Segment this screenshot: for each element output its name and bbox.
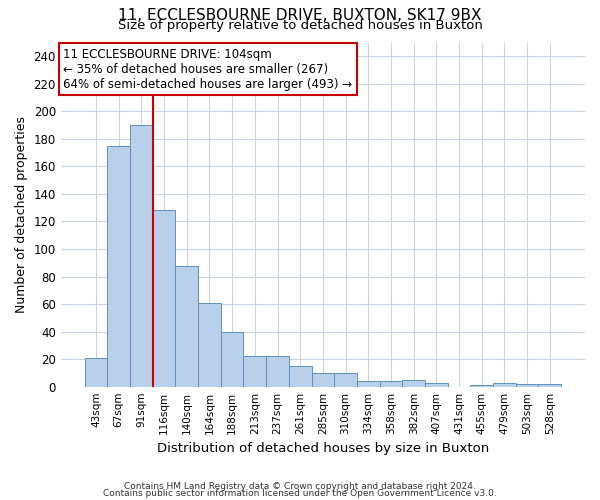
Bar	[107, 146, 130, 386]
Text: Size of property relative to detached houses in Buxton: Size of property relative to detached ho…	[118, 18, 482, 32]
Bar	[221, 332, 244, 386]
Bar	[244, 356, 266, 386]
Bar	[493, 382, 516, 386]
Text: 11, ECCLESBOURNE DRIVE, BUXTON, SK17 9BX: 11, ECCLESBOURNE DRIVE, BUXTON, SK17 9BX	[118, 8, 482, 22]
Bar	[175, 266, 198, 386]
Bar	[198, 302, 221, 386]
Text: Contains HM Land Registry data © Crown copyright and database right 2024.: Contains HM Land Registry data © Crown c…	[124, 482, 476, 491]
X-axis label: Distribution of detached houses by size in Buxton: Distribution of detached houses by size …	[157, 442, 489, 455]
Bar	[130, 125, 152, 386]
Bar	[152, 210, 175, 386]
Bar	[85, 358, 107, 386]
Bar	[380, 381, 403, 386]
Bar	[289, 366, 311, 386]
Bar	[311, 373, 334, 386]
Y-axis label: Number of detached properties: Number of detached properties	[15, 116, 28, 313]
Bar	[516, 384, 538, 386]
Text: Contains public sector information licensed under the Open Government Licence v3: Contains public sector information licen…	[103, 490, 497, 498]
Bar	[334, 373, 357, 386]
Text: 11 ECCLESBOURNE DRIVE: 104sqm
← 35% of detached houses are smaller (267)
64% of : 11 ECCLESBOURNE DRIVE: 104sqm ← 35% of d…	[64, 48, 353, 90]
Bar	[425, 382, 448, 386]
Bar	[266, 356, 289, 386]
Bar	[403, 380, 425, 386]
Bar	[538, 384, 561, 386]
Bar	[357, 381, 380, 386]
